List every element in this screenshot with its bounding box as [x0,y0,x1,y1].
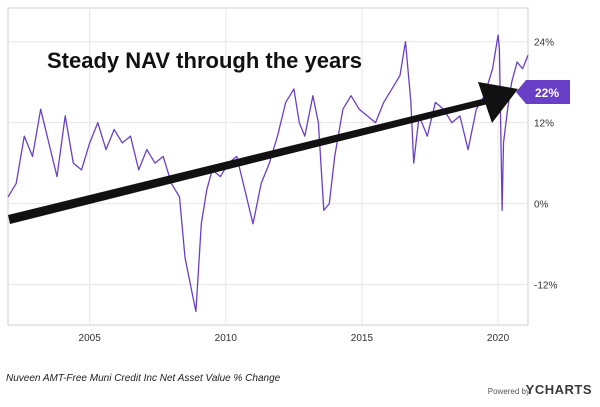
trend-arrow [8,82,518,224]
ycharts-logo: YCHARTS [525,382,592,397]
y-tick-label: 0% [534,200,549,211]
x-tick-label: 2015 [351,333,374,344]
trend-arrow-head [478,82,518,123]
annotation-title: Steady NAV through the years [47,48,362,73]
y-tick-label: -12% [534,281,557,292]
y-axis-ticks: 24% 12% 0% -12% [534,38,557,292]
nav-series-line [7,34,529,313]
trend-arrow-shaft [8,98,488,224]
last-value-label: 22% [535,86,559,100]
gridlines [8,8,528,325]
badge-shape [516,80,570,104]
y-tick-label: 24% [534,38,554,49]
last-value-badge: 22% [516,80,570,104]
x-tick-label: 2010 [215,333,238,344]
chart-caption: Nuveen AMT-Free Muni Credit Inc Net Asse… [6,373,281,384]
powered-by-label: Powered by [487,387,530,396]
x-tick-label: 2020 [487,333,510,344]
x-tick-label: 2005 [79,333,102,344]
y-tick-label: 12% [534,119,554,130]
x-axis-ticks: 2005 2010 2015 2020 [79,333,510,344]
plot-area [7,7,529,326]
